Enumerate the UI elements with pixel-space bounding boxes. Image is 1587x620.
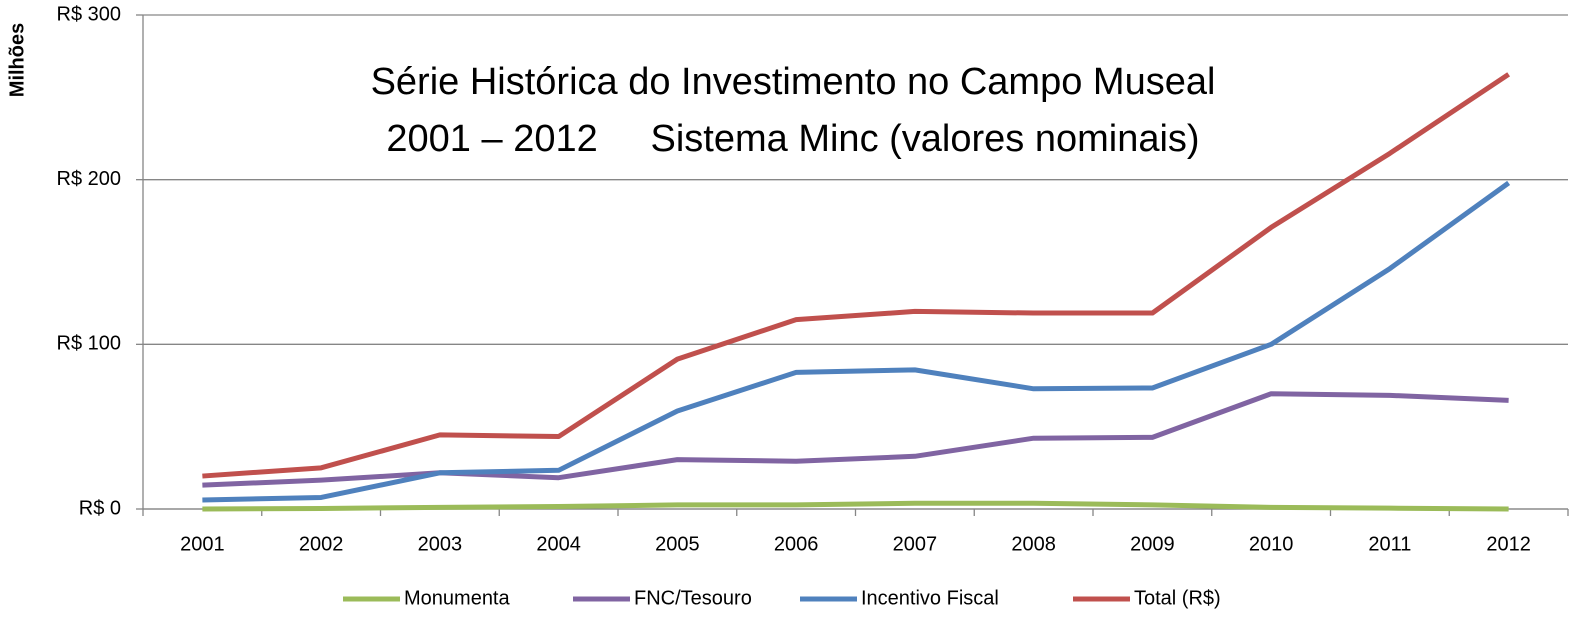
y-tick-label: R$ 100 (57, 333, 122, 355)
chart-title: Série Histórica do Investimento no Campo… (371, 61, 1216, 103)
x-tick-label: 2009 (1130, 533, 1175, 555)
y-axis-label: Milhões (6, 23, 28, 97)
legend-label: Total (R$) (1134, 587, 1221, 609)
x-tick-label: 2001 (180, 533, 225, 555)
x-tick-label: 2003 (418, 533, 463, 555)
x-tick-label: 2006 (774, 533, 819, 555)
x-tick-label: 2004 (536, 533, 581, 555)
x-tick-label: 2010 (1249, 533, 1294, 555)
y-tick-label: R$ 0 (79, 497, 121, 519)
legend-label: Incentivo Fiscal (861, 587, 999, 609)
x-tick-label: 2008 (1011, 533, 1056, 555)
y-tick-label: R$ 200 (57, 168, 122, 190)
chart-title: 2001 – 2012 Sistema Minc (valores nomina… (386, 118, 1199, 160)
series-line (202, 180, 1511, 503)
y-tick-label: R$ 300 (57, 3, 122, 25)
x-tick-label: 2011 (1368, 533, 1411, 555)
x-tick-label: 2002 (299, 533, 344, 555)
x-tick-label: 2007 (893, 533, 938, 555)
series-line (202, 72, 1511, 479)
x-tick-label: 2012 (1486, 533, 1531, 555)
x-tick-label: 2005 (655, 533, 700, 555)
legend-label: FNC/Tesouro (634, 587, 752, 609)
legend-label: Monumenta (404, 587, 510, 609)
series-line (202, 391, 1509, 488)
series-line (202, 500, 1509, 512)
